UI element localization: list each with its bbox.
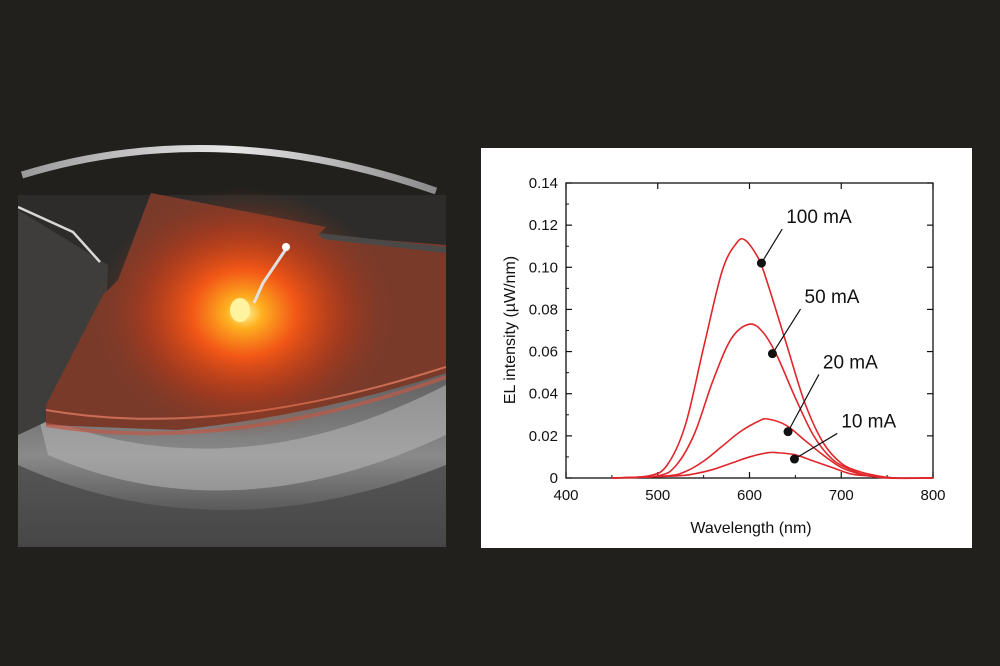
led-emission-spot [230,298,250,322]
series-label: 20 mA [823,352,878,373]
el-spectrum-chart: 400 500 600 700 800 0 0.02 0.04 0.06 0.08 0.10 0.12… [502,175,946,537]
series-line-20-ma [611,417,934,480]
x-tick-label: 600 [737,487,762,504]
y-tick-label: 0.02 [529,428,558,445]
y-tick-label: 0.10 [529,259,558,276]
chart-panel: 400 500 600 700 800 0 0.02 0.04 0.06 0.08 0.10 0.12… [481,148,972,548]
y-tick-label: 0 [550,470,558,487]
y-tick-label: 0.04 [529,386,558,403]
metal-ring-highlight [38,385,446,491]
probe-needle [252,248,288,304]
y-tick-label: 0.06 [529,344,558,361]
x-tick-label: 700 [829,487,854,504]
annotation-dot [789,454,799,464]
series-line-50-ma [611,323,934,479]
annotation-pointer [760,228,783,264]
series-line-100-ma [611,237,934,479]
led-sample-photo [18,145,446,547]
x-tick-label: 500 [645,487,670,504]
y-tick-label: 0.12 [529,217,558,234]
x-tick-label: 800 [920,487,945,504]
y-tick-label: 0.14 [529,175,558,192]
annotation-pointer [794,432,838,460]
annotation-pointer [787,374,820,432]
left-probe-wire [18,205,101,263]
y-tick-label: 0.08 [529,301,558,318]
annotation-dot [756,258,766,268]
series-label: 50 mA [805,287,860,308]
annotation-pointer [771,308,802,354]
annotation-dot [767,349,777,359]
x-tick-label: 400 [553,487,578,504]
annotation-dot [783,427,793,437]
plot-frame [565,182,934,479]
x-axis-title: Wavelength (nm) [690,520,811,537]
holder-ring-top [20,145,438,195]
series-line-10-ma [611,451,934,479]
series-label: 10 mA [841,411,896,432]
y-axis-title: EL intensity (µW/nm) [502,256,519,404]
series-label: 100 mA [786,207,852,228]
